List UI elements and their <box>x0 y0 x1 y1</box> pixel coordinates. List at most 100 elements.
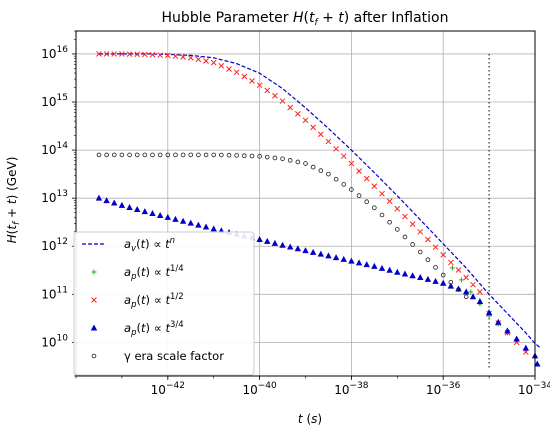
chart-title: Hubble Parameter H(tf + t) after Inflati… <box>162 10 449 28</box>
legend-marker <box>91 353 97 359</box>
y-tick-label: 1014 <box>41 141 68 157</box>
data-point <box>256 236 263 243</box>
legend-symbol-3 <box>90 324 98 331</box>
series-line <box>99 53 540 348</box>
y-tick-label: 1012 <box>41 237 68 253</box>
series-group <box>95 51 541 367</box>
data-point <box>302 117 309 124</box>
data-point <box>469 293 477 300</box>
data-point <box>371 262 378 269</box>
x-tick-label: 10−38 <box>334 381 369 397</box>
data-point <box>477 289 483 295</box>
data-point <box>309 248 317 255</box>
data-point <box>180 54 186 60</box>
data-point <box>355 259 363 266</box>
data-point <box>187 54 194 61</box>
x-axis-label: t (s) <box>298 412 322 426</box>
data-point <box>440 252 447 258</box>
data-point <box>187 219 194 226</box>
legend-box <box>73 231 255 376</box>
data-point <box>326 171 331 177</box>
data-point <box>402 213 408 220</box>
legend-symbol-4 <box>91 353 97 359</box>
data-point <box>188 152 194 158</box>
data-point <box>447 259 454 266</box>
data-point <box>340 255 347 262</box>
data-point <box>287 158 293 163</box>
data-point <box>341 182 347 187</box>
data-point <box>417 228 424 235</box>
legend-label-0: av(t) ∝ tn <box>124 236 175 254</box>
data-point <box>325 252 332 259</box>
data-point <box>218 62 225 69</box>
data-point <box>294 111 301 117</box>
data-point <box>470 281 476 288</box>
data-point <box>402 234 408 240</box>
data-point <box>141 51 148 58</box>
data-point <box>386 198 393 205</box>
data-point <box>173 152 178 158</box>
legend-label-4: γ era scale factor <box>124 349 224 363</box>
data-point <box>142 152 148 158</box>
data-point <box>164 213 171 220</box>
data-point <box>279 241 286 248</box>
data-point <box>226 66 232 72</box>
data-point <box>349 187 354 192</box>
data-point <box>150 152 155 158</box>
data-point <box>379 190 385 197</box>
x-tick-label: 10−40 <box>242 381 277 397</box>
data-point <box>165 152 171 158</box>
data-point <box>476 298 484 305</box>
data-point <box>318 168 324 173</box>
data-point <box>272 92 278 99</box>
legend-symbol-2 <box>91 297 97 303</box>
data-point <box>127 152 132 158</box>
series-0 <box>99 53 540 348</box>
data-point <box>372 205 377 211</box>
data-point <box>348 257 355 264</box>
data-point <box>433 265 438 270</box>
data-point <box>363 261 370 268</box>
data-point <box>378 264 386 271</box>
data-point <box>504 327 511 334</box>
data-point <box>249 153 255 159</box>
data-point <box>387 219 392 225</box>
legend-marker <box>90 324 98 331</box>
data-point <box>242 153 247 158</box>
plot-frame <box>75 30 536 377</box>
data-point <box>332 254 340 261</box>
data-point <box>356 168 362 174</box>
data-point <box>134 51 141 58</box>
data-point <box>196 152 201 158</box>
data-point <box>234 153 239 158</box>
data-point <box>534 360 541 367</box>
data-point <box>272 155 278 161</box>
data-point <box>211 152 217 158</box>
data-point <box>156 211 164 218</box>
legend-marker <box>91 297 97 303</box>
data-point <box>103 51 110 57</box>
data-point <box>164 52 171 59</box>
data-point <box>425 257 431 263</box>
data-point <box>302 247 309 254</box>
data-point <box>394 227 400 232</box>
data-point <box>172 215 179 222</box>
data-point <box>468 289 474 295</box>
data-point <box>104 152 109 158</box>
data-point <box>417 273 424 280</box>
data-point <box>264 87 271 94</box>
data-point <box>448 280 454 285</box>
data-point <box>386 266 393 273</box>
data-point <box>95 194 103 201</box>
data-point <box>310 124 317 131</box>
legend-marker <box>91 269 97 275</box>
data-point <box>202 223 210 230</box>
y-tick-label: 1011 <box>41 285 68 301</box>
data-point <box>522 344 530 351</box>
data-point <box>157 52 164 58</box>
x-tick-label: 10−42 <box>151 381 185 397</box>
data-point <box>356 193 362 198</box>
data-point <box>449 265 455 271</box>
data-point <box>287 104 294 111</box>
